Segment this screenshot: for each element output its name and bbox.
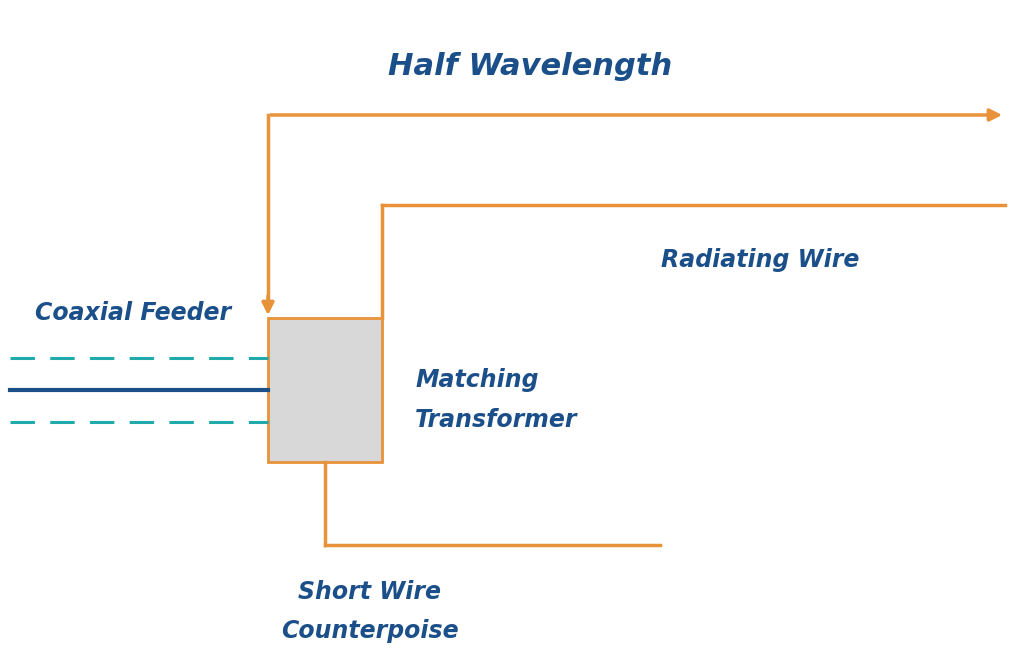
Text: Half Wavelength: Half Wavelength bbox=[388, 52, 672, 81]
Text: Coaxial Feeder: Coaxial Feeder bbox=[35, 301, 231, 325]
Text: Radiating Wire: Radiating Wire bbox=[660, 248, 859, 272]
Bar bbox=[268, 318, 382, 462]
Text: Matching
Transformer: Matching Transformer bbox=[415, 368, 578, 432]
Text: Short Wire
Counterpoise: Short Wire Counterpoise bbox=[282, 580, 459, 643]
